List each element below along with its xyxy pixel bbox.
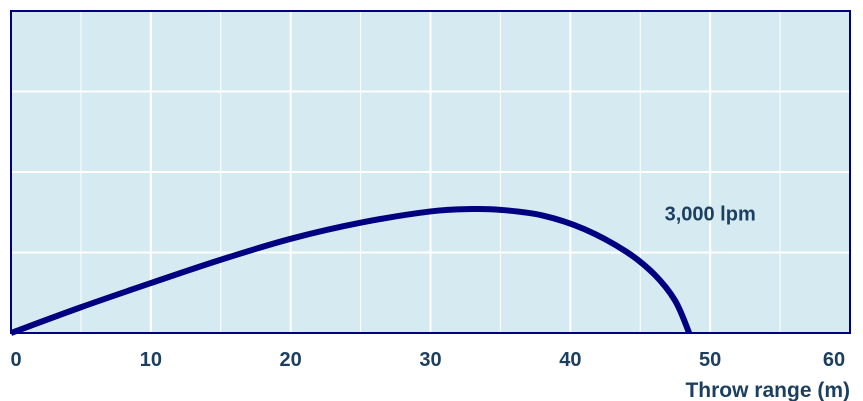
x-tick-label-10: 10 [140, 349, 162, 371]
x-tick-label-20: 20 [280, 349, 302, 371]
x-tick-labels: 0 10 20 30 40 50 60 [10, 349, 845, 371]
x-tick-label-50: 50 [699, 349, 721, 371]
plot-border [10, 10, 851, 334]
x-tick-label-30: 30 [419, 349, 441, 371]
x-axis-title: Throw range (m) [685, 379, 850, 401]
x-tick-label-60: 60 [823, 349, 845, 371]
horizontal-gridlines [11, 90, 850, 254]
series-layer [9, 205, 692, 336]
series-line-0 [9, 205, 692, 336]
x-tick-label-40: 40 [559, 349, 581, 371]
x-tick-label-0: 0 [10, 349, 21, 371]
series-label: 3,000 lpm [665, 203, 756, 225]
